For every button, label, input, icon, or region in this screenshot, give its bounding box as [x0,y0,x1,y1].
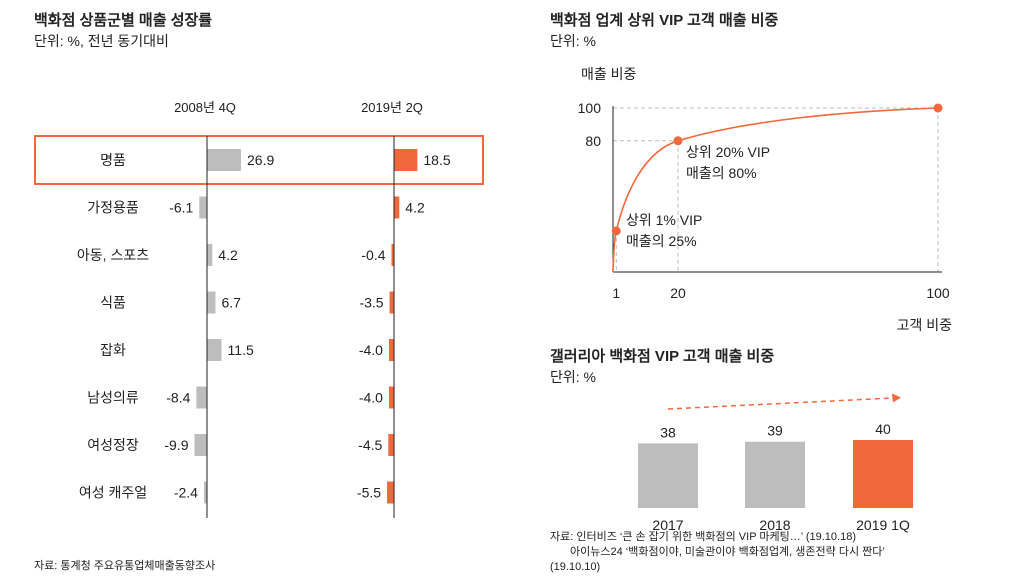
category-label-4: 잡화 [100,342,126,358]
top-right-chart-title: 백화점 업계 상위 VIP 고객 매출 비중 [550,11,779,29]
curve-point-0 [611,226,621,236]
curve-point-2 [933,103,943,113]
bar-label-s0-3: 6.7 [221,295,241,311]
bar-s1-3 [389,291,394,314]
left-chart-unit: 단위: %, 전년 동기대비 [34,33,169,49]
bar-s0-5 [196,386,207,409]
bar-label-s1-5: -4.0 [359,390,383,406]
bar-label-s1-4: -4.0 [359,342,383,358]
left-chart-title: 백화점 상품군별 매출 성장률 [34,11,212,29]
column-category-1: 2018 [759,517,790,533]
bar-label-s0-6: -9.9 [164,437,188,453]
category-label-0: 명품 [100,152,126,168]
bar-label-s1-0: 18.5 [423,152,450,168]
cumulative-curve [612,107,939,273]
x-tick-20: 20 [670,285,686,301]
top-right-chart-unit: 단위: % [550,33,596,49]
category-label-7: 여성 캐주얼 [79,485,147,501]
column-bar-1 [745,441,805,508]
y-axis-label: 매출 비중 [581,66,637,82]
x-tick-100: 100 [926,285,950,301]
column-value-0: 38 [660,424,676,440]
bottom-right-chart-unit: 단위: % [550,369,596,385]
bar-s0-1 [199,196,207,219]
bar-s0-2 [207,244,213,266]
bar-s0-3 [207,291,216,314]
bottom-right-source-line1: 자료: 인터비즈 ‘큰 손 잡기 위한 백화점의 VIP 마케팅…’ (19.1… [550,530,856,543]
bar-s1-1 [394,196,400,219]
bar-s1-2 [391,244,394,266]
highlight-box-myeongpum [34,135,484,185]
left-chart-source: 자료: 통계청 주요유통업체매출동향조사 [34,559,215,572]
column-bar-2 [853,440,913,508]
bar-label-s1-6: -4.5 [358,437,382,453]
bar-label-s0-7: -2.4 [174,485,198,501]
trend-arrow [667,393,901,410]
x-tick-1: 1 [612,285,620,301]
bar-s1-0 [394,149,418,171]
bottom-right-chart-title: 갤러리아 백화점 VIP 고객 매출 비중 [550,347,774,365]
y-tick-80: 80 [585,133,601,149]
bar-s1-7 [387,481,394,504]
left-series-2-header: 2019년 2Q [361,100,423,115]
bar-label-s0-1: -6.1 [169,200,193,216]
curve-point-1 [673,136,683,146]
category-label-5: 남성의류 [87,390,139,406]
bar-label-s1-3: -3.5 [359,295,383,311]
annotation-top1-line1: 상위 1% VIP [626,212,702,228]
column-bar-group: 38 2017 39 2018 40 2019 1Q [638,421,913,533]
bar-s0-6 [194,434,207,456]
y-tick-100: 100 [578,100,602,116]
category-label-2: 아동, 스포츠 [77,247,149,263]
bar-s1-4 [388,339,394,361]
bar-s0-4 [207,339,222,361]
bar-label-s0-5: -8.4 [166,390,190,406]
category-label-1: 가정용품 [87,200,139,216]
column-value-2: 40 [875,421,891,437]
bar-label-s0-0: 26.9 [247,152,274,168]
bar-label-s0-4: 11.5 [228,342,254,358]
bar-label-s1-1: 4.2 [405,200,425,216]
annotation-top1-line2: 매출의 25% [626,233,697,249]
column-value-1: 39 [767,423,783,439]
column-bar-0 [638,443,698,508]
column-category-2: 2019 1Q [856,517,910,533]
left-series-1-header: 2008년 4Q [174,100,236,115]
bar-label-s1-7: -5.5 [357,485,381,501]
bottom-right-source-line2: 아이뉴스24 ‘백화점이야, 미술관이야 백화점업계, 생존전략 다시 짠다’ [570,545,885,558]
bottom-right-source-line3: (19.10.10) [550,561,600,573]
x-axis-label: 고객 비중 [897,317,953,333]
bar-s0-0 [207,149,241,171]
bar-s0-7 [203,481,207,504]
column-category-0: 2017 [652,517,683,533]
category-label-6: 여성정장 [87,437,139,453]
annotation-top20-line2: 매출의 80% [686,165,757,181]
left-bar-group: 명품 26.9 18.5 가정용품 -6.1 4.2 아동, 스포츠 4.2 -0.4 식품 6.7… [77,149,451,504]
bar-s1-5 [388,386,394,409]
category-label-3: 식품 [100,295,126,311]
bar-s1-6 [388,434,394,456]
annotation-top20-line1: 상위 20% VIP [686,144,770,160]
bar-label-s1-2: -0.4 [361,247,385,263]
bar-label-s0-2: 4.2 [218,247,238,263]
